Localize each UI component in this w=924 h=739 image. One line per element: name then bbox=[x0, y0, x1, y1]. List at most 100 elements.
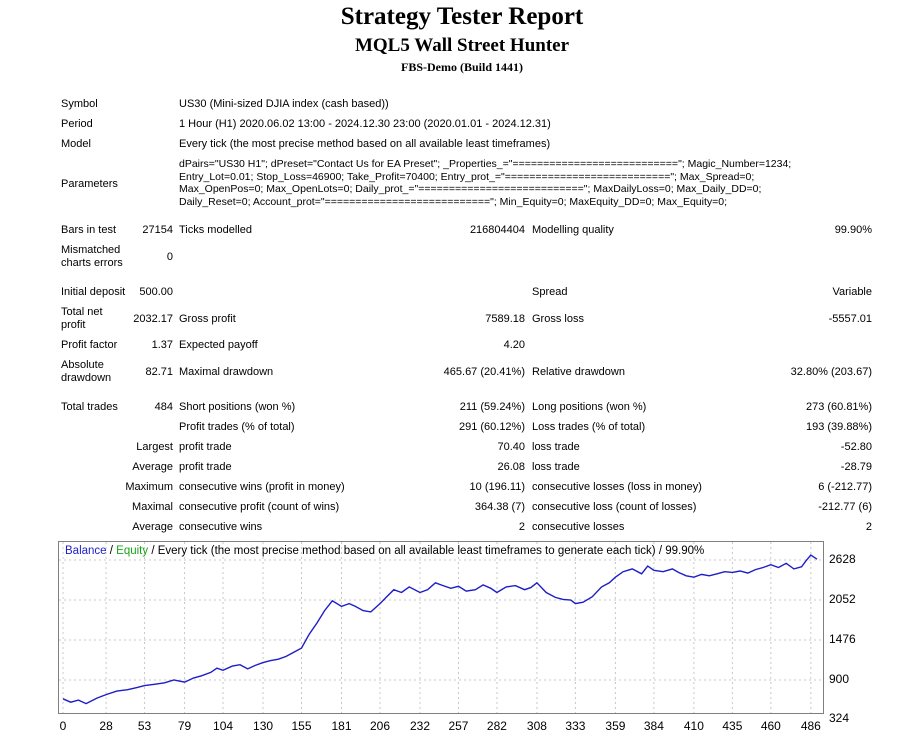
y-tick-label: 1476 bbox=[829, 632, 856, 646]
average-profit-label: profit trade bbox=[179, 461, 232, 473]
x-tick-label: 410 bbox=[683, 719, 704, 733]
ptrades-value: 291 (60.12%) bbox=[458, 421, 525, 433]
maxdd-label: Maximal drawdown bbox=[179, 366, 274, 378]
ptrades-label: Profit trades (% of total) bbox=[179, 421, 295, 433]
deposit-label: Initial deposit bbox=[61, 286, 126, 298]
balance-chart bbox=[58, 541, 824, 714]
parameters-line: Max_OpenPos=0; Max_OpenLots=0; Daily_pro… bbox=[179, 183, 762, 195]
x-tick-label: 53 bbox=[137, 719, 152, 733]
ticks-value: 216804404 bbox=[469, 224, 525, 236]
avgcons-label: Average bbox=[132, 521, 173, 533]
payoff-value: 4.20 bbox=[503, 339, 525, 351]
bars-value: 27154 bbox=[142, 224, 173, 236]
mismatch-label: Mismatched bbox=[61, 244, 121, 256]
maxdd-value: 465.67 (20.41%) bbox=[443, 366, 525, 378]
maxlosses-value: 6 (-212.77) bbox=[818, 481, 872, 493]
report-title: Strategy Tester Report bbox=[340, 3, 584, 30]
model-value: Every tick (the most precise method base… bbox=[179, 138, 551, 150]
average-loss-value: -28.79 bbox=[840, 461, 872, 473]
parameters-label: Parameters bbox=[61, 178, 118, 190]
x-tick-label: 384 bbox=[643, 719, 664, 733]
x-tick-label: 333 bbox=[565, 719, 586, 733]
largest-loss-value: -52.80 bbox=[840, 441, 872, 453]
parameters-line: dPairs="US30 H1"; dPreset="Contact Us fo… bbox=[179, 158, 792, 170]
legend-equity: Equity bbox=[116, 545, 149, 557]
bars-label: Bars in test bbox=[61, 224, 117, 236]
legend-balance: Balance bbox=[65, 545, 107, 557]
largest-loss-label: loss trade bbox=[532, 441, 580, 453]
reldd-value: 32.80% (203.67) bbox=[790, 366, 872, 378]
pf-value: 1.37 bbox=[151, 339, 173, 351]
y-tick-label: 2628 bbox=[829, 552, 856, 566]
ltrades-value: 193 (39.88%) bbox=[805, 421, 872, 433]
grossprofit-label: Gross profit bbox=[179, 313, 236, 325]
deposit-value: 500.00 bbox=[139, 286, 173, 298]
avgwins-label: consecutive wins bbox=[179, 521, 263, 533]
chart-title-rest: / Every tick (the most precise method ba… bbox=[148, 545, 705, 557]
x-tick-label: 206 bbox=[369, 719, 390, 733]
x-tick-label: 460 bbox=[760, 719, 781, 733]
maxloss-value: -212.77 (6) bbox=[818, 501, 872, 513]
chart-title: Balance / Equity / Every tick (the most … bbox=[65, 545, 704, 557]
grossloss-value: -5557.01 bbox=[828, 313, 872, 325]
largest-label: Largest bbox=[136, 441, 173, 453]
reldd-label: Relative drawdown bbox=[532, 366, 625, 378]
maximum-label: Maximum bbox=[125, 481, 173, 493]
x-tick-label: 155 bbox=[291, 719, 312, 733]
quality-label: Modelling quality bbox=[532, 224, 614, 236]
y-tick-label: 2052 bbox=[829, 592, 856, 606]
period-label: Period bbox=[61, 118, 93, 130]
spread-value: Variable bbox=[832, 286, 872, 298]
avglosses-label: consecutive losses bbox=[532, 521, 625, 533]
x-tick-label: 232 bbox=[409, 719, 430, 733]
maxwins-label: consecutive wins (profit in money) bbox=[179, 481, 345, 493]
short-value: 211 (59.24%) bbox=[459, 401, 525, 413]
y-tick-label: 324 bbox=[829, 711, 850, 725]
avgwins-value: 2 bbox=[518, 521, 525, 533]
average-profit-value: 26.08 bbox=[497, 461, 525, 473]
server-build: FBS-Demo (Build 1441) bbox=[400, 60, 523, 74]
symbol-label: Symbol bbox=[61, 98, 98, 110]
x-tick-label: 257 bbox=[448, 719, 469, 733]
long-label: Long positions (won %) bbox=[532, 401, 647, 413]
x-tick-label: 130 bbox=[253, 719, 274, 733]
mismatch-value: 0 bbox=[166, 251, 173, 263]
trades-value: 484 bbox=[154, 401, 173, 413]
maxloss-label: consecutive loss (count of losses) bbox=[532, 501, 697, 513]
largest-profit-label: profit trade bbox=[179, 441, 232, 453]
x-tick-label: 308 bbox=[526, 719, 547, 733]
maxlosses-label: consecutive losses (loss in money) bbox=[532, 481, 702, 493]
maxprofit-value: 364.38 (7) bbox=[474, 501, 525, 513]
x-tick-label: 282 bbox=[486, 719, 507, 733]
avglosses-value: 2 bbox=[865, 521, 872, 533]
x-tick-label: 486 bbox=[800, 719, 821, 733]
chart-plot-area bbox=[59, 542, 823, 713]
grossloss-label: Gross loss bbox=[532, 313, 584, 325]
pf-label: Profit factor bbox=[61, 339, 118, 351]
spread-label: Spread bbox=[532, 286, 568, 298]
maxprofit-label: consecutive profit (count of wins) bbox=[179, 501, 340, 513]
x-tick-label: 0 bbox=[59, 719, 67, 733]
parameters-line: Daily_Reset=0; Account_prot="===========… bbox=[179, 195, 728, 208]
absdd-label-2: drawdown bbox=[61, 372, 112, 384]
parameters-line: Entry_Lot=0.01; Stop_Loss=46900; Take_Pr… bbox=[179, 170, 755, 183]
x-tick-label: 79 bbox=[177, 719, 192, 733]
x-tick-label: 28 bbox=[99, 719, 113, 733]
series-line-balance bbox=[62, 554, 818, 705]
absdd-label: Absolute bbox=[61, 359, 104, 371]
expert-name: MQL5 Wall Street Hunter bbox=[354, 35, 570, 56]
maximal-label: Maximal bbox=[132, 501, 173, 513]
netprofit-label: Total net bbox=[61, 306, 103, 318]
netprofit-label-2: profit bbox=[61, 319, 86, 331]
payoff-label: Expected payoff bbox=[179, 339, 258, 351]
parameters-value: dPairs="US30 H1"; dPreset="Contact Us fo… bbox=[179, 158, 791, 208]
largest-profit-value: 70.40 bbox=[497, 441, 525, 453]
netprofit-value: 2032.17 bbox=[133, 313, 173, 325]
grossprofit-value: 7589.18 bbox=[485, 313, 525, 325]
absdd-value: 82.71 bbox=[145, 366, 173, 378]
maxwins-value: 10 (196.11) bbox=[469, 481, 525, 493]
model-label: Model bbox=[61, 138, 91, 150]
x-tick-label: 104 bbox=[213, 719, 234, 733]
x-tick-label: 435 bbox=[722, 719, 743, 733]
long-value: 273 (60.81%) bbox=[805, 401, 872, 413]
